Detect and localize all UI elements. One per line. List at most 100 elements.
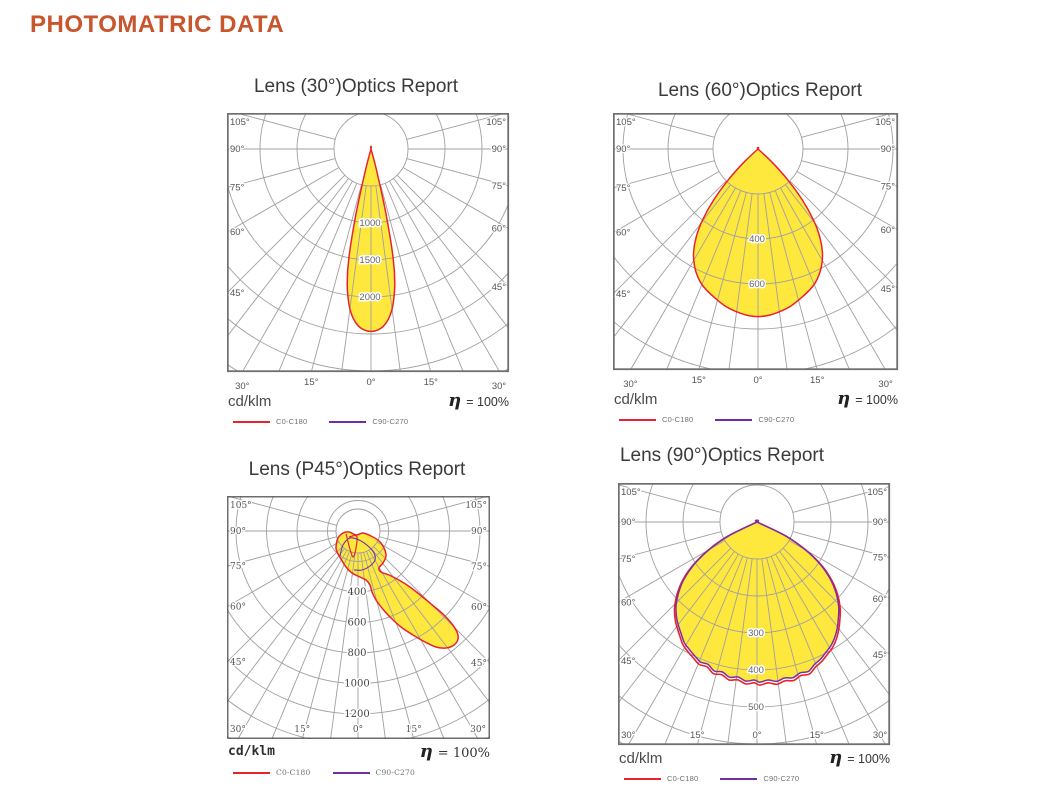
svg-text:1200: 1200 bbox=[344, 709, 369, 720]
svg-text:60°: 60° bbox=[616, 228, 631, 239]
legend-label-c0: C0-C180 bbox=[276, 768, 311, 777]
svg-text:90°: 90° bbox=[471, 527, 487, 537]
unit-label: cd/klm bbox=[228, 744, 275, 759]
svg-text:105°: 105° bbox=[616, 117, 636, 128]
chart-title: Lens (90°)Optics Report bbox=[619, 445, 825, 466]
chart-title: Lens (P45°)Optics Report bbox=[248, 459, 466, 480]
svg-text:105°: 105° bbox=[875, 117, 895, 128]
svg-text:15°: 15° bbox=[424, 377, 439, 388]
legend-line-c90 bbox=[332, 771, 370, 774]
legend-label-c0: C0-C180 bbox=[667, 774, 699, 783]
svg-text:60°: 60° bbox=[471, 603, 487, 613]
svg-text:30°: 30° bbox=[873, 730, 888, 741]
legend-line-c90 bbox=[720, 777, 758, 780]
efficiency-readout: η = 100% bbox=[227, 741, 490, 762]
unit-label: cd/klm bbox=[228, 393, 272, 410]
legend-line-c0 bbox=[233, 420, 270, 423]
svg-text:15°: 15° bbox=[692, 375, 707, 386]
svg-text:500: 500 bbox=[748, 702, 764, 713]
svg-text:90°: 90° bbox=[230, 144, 245, 155]
svg-text:15°: 15° bbox=[810, 375, 825, 386]
svg-text:600: 600 bbox=[347, 618, 366, 629]
page-title: PHOTOMATRIC DATA bbox=[30, 11, 285, 38]
svg-text:30°: 30° bbox=[621, 730, 636, 741]
legend-line-c90 bbox=[715, 418, 753, 421]
unit-label: cd/klm bbox=[619, 750, 663, 767]
svg-text:45°: 45° bbox=[873, 650, 888, 661]
svg-text:15°: 15° bbox=[690, 730, 705, 741]
legend-line-c0 bbox=[624, 777, 661, 780]
chart-title: Lens (30°)Optics Report bbox=[253, 76, 459, 97]
legend: C0-C180 C90-C270 bbox=[233, 768, 437, 777]
svg-text:0°: 0° bbox=[366, 377, 375, 388]
svg-text:1000: 1000 bbox=[359, 218, 380, 229]
svg-text:30°: 30° bbox=[623, 379, 638, 390]
legend-line-c0 bbox=[233, 771, 270, 774]
polar-plot: 400 600 105° 105° 90° 90° 75° 75° 60° 60° 45° 45° 30… bbox=[613, 113, 899, 391]
svg-text:45°: 45° bbox=[230, 658, 246, 668]
eta-value: = 100% bbox=[855, 393, 898, 407]
eta-value: = 100% bbox=[437, 746, 490, 761]
polar-plot: 300 400 500 105° 105° 90° 90° 75° 75° 60° 60° 45° 45… bbox=[618, 483, 891, 746]
svg-text:30°: 30° bbox=[235, 381, 250, 392]
svg-text:45°: 45° bbox=[230, 288, 245, 299]
svg-text:90°: 90° bbox=[492, 144, 507, 155]
svg-text:0°: 0° bbox=[353, 725, 363, 735]
svg-text:75°: 75° bbox=[230, 562, 246, 572]
svg-text:30°: 30° bbox=[230, 725, 246, 735]
svg-text:30°: 30° bbox=[492, 381, 507, 392]
chart-title: Lens (60°)Optics Report bbox=[657, 80, 863, 101]
legend-label-c90: C90-C270 bbox=[758, 415, 795, 424]
svg-text:1500: 1500 bbox=[359, 255, 380, 266]
svg-text:75°: 75° bbox=[471, 562, 487, 572]
svg-text:60°: 60° bbox=[492, 224, 507, 235]
svg-text:90°: 90° bbox=[230, 527, 246, 537]
svg-text:400: 400 bbox=[748, 665, 764, 676]
svg-text:90°: 90° bbox=[873, 517, 888, 528]
svg-text:800: 800 bbox=[347, 648, 366, 659]
svg-text:45°: 45° bbox=[471, 659, 487, 669]
eta-symbol: η bbox=[837, 388, 851, 409]
svg-text:105°: 105° bbox=[867, 487, 887, 498]
svg-text:15°: 15° bbox=[406, 725, 422, 735]
svg-text:75°: 75° bbox=[621, 554, 636, 565]
svg-text:75°: 75° bbox=[616, 183, 631, 194]
eta-value: = 100% bbox=[847, 752, 890, 766]
svg-text:30°: 30° bbox=[878, 379, 893, 390]
efficiency-readout: η = 100% bbox=[227, 390, 509, 411]
polar-plot: 1000 1500 2000 105° 105° 90° 90° 75° 75° 60° 60° 45… bbox=[227, 113, 510, 393]
eta-value: = 100% bbox=[466, 395, 509, 409]
svg-text:400: 400 bbox=[347, 587, 366, 598]
efficiency-readout: η = 100% bbox=[618, 747, 890, 768]
svg-text:60°: 60° bbox=[621, 597, 636, 608]
svg-text:105°: 105° bbox=[621, 487, 641, 498]
svg-text:15°: 15° bbox=[810, 730, 825, 741]
svg-text:60°: 60° bbox=[881, 225, 896, 236]
svg-text:15°: 15° bbox=[294, 725, 310, 735]
legend: C0-C180 C90-C270 bbox=[233, 417, 430, 426]
svg-text:400: 400 bbox=[749, 234, 765, 245]
polar-plot: 400 600 800 1000 1200 105° 105° 90° 90° 75° 75° 60°… bbox=[227, 496, 490, 739]
unit-label: cd/klm bbox=[614, 391, 658, 408]
legend-label-c90: C90-C270 bbox=[372, 417, 409, 426]
legend-line-c90 bbox=[329, 420, 367, 423]
svg-text:1000: 1000 bbox=[344, 679, 369, 690]
svg-text:600: 600 bbox=[749, 279, 765, 290]
svg-text:90°: 90° bbox=[616, 144, 631, 155]
legend: C0-C180 C90-C270 bbox=[619, 415, 816, 424]
svg-text:300: 300 bbox=[748, 628, 764, 639]
legend-label-c0: C0-C180 bbox=[662, 415, 694, 424]
svg-text:45°: 45° bbox=[616, 289, 631, 300]
svg-text:60°: 60° bbox=[230, 603, 246, 613]
legend-label-c90: C90-C270 bbox=[375, 768, 415, 777]
legend-label-c0: C0-C180 bbox=[276, 417, 308, 426]
svg-text:0°: 0° bbox=[752, 730, 761, 741]
eta-symbol: η bbox=[829, 747, 843, 768]
svg-text:60°: 60° bbox=[230, 227, 245, 238]
svg-text:105°: 105° bbox=[465, 501, 487, 511]
svg-text:75°: 75° bbox=[230, 183, 245, 194]
efficiency-readout: η = 100% bbox=[613, 388, 898, 409]
svg-text:75°: 75° bbox=[492, 181, 507, 192]
svg-text:60°: 60° bbox=[873, 594, 888, 605]
